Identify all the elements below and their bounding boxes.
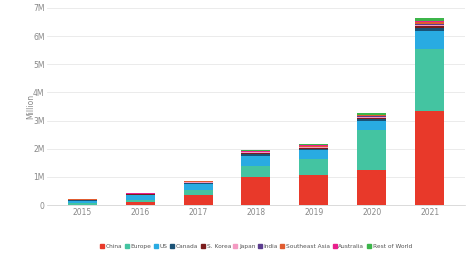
Bar: [415, 49, 444, 111]
Bar: [300, 149, 328, 150]
Bar: [126, 194, 155, 195]
Bar: [126, 202, 155, 205]
Bar: [300, 146, 328, 147]
Bar: [357, 170, 386, 205]
Bar: [300, 150, 328, 159]
Bar: [183, 195, 212, 205]
Bar: [300, 147, 328, 148]
Bar: [415, 21, 444, 22]
Bar: [357, 116, 386, 117]
Bar: [357, 118, 386, 119]
Bar: [300, 145, 328, 146]
Bar: [68, 201, 97, 204]
Legend: China, Europe, US, Canada, S. Korea, Japan, India, Southeast Asia, Australia, Re: China, Europe, US, Canada, S. Korea, Jap…: [100, 244, 412, 249]
Bar: [415, 24, 444, 26]
Bar: [357, 117, 386, 118]
Bar: [183, 190, 212, 195]
Bar: [415, 18, 444, 21]
Bar: [241, 151, 271, 152]
Bar: [241, 152, 271, 153]
Bar: [183, 183, 212, 184]
Bar: [241, 155, 271, 166]
Bar: [300, 144, 328, 145]
Bar: [357, 130, 386, 170]
Bar: [300, 175, 328, 205]
Bar: [126, 200, 155, 202]
Bar: [126, 193, 155, 194]
Bar: [415, 28, 444, 31]
Y-axis label: Million: Million: [26, 94, 35, 119]
Bar: [357, 115, 386, 116]
Bar: [357, 119, 386, 121]
Bar: [183, 184, 212, 190]
Bar: [68, 200, 97, 201]
Bar: [241, 153, 271, 154]
Bar: [300, 159, 328, 175]
Bar: [241, 154, 271, 155]
Bar: [357, 121, 386, 130]
Bar: [415, 31, 444, 49]
Bar: [183, 182, 212, 183]
Bar: [68, 204, 97, 205]
Bar: [183, 181, 212, 182]
Bar: [126, 195, 155, 200]
Bar: [300, 148, 328, 149]
Bar: [415, 22, 444, 24]
Bar: [357, 113, 386, 115]
Bar: [241, 150, 271, 151]
Bar: [241, 177, 271, 205]
Bar: [415, 111, 444, 205]
Bar: [241, 166, 271, 177]
Bar: [415, 26, 444, 28]
Bar: [68, 199, 97, 200]
